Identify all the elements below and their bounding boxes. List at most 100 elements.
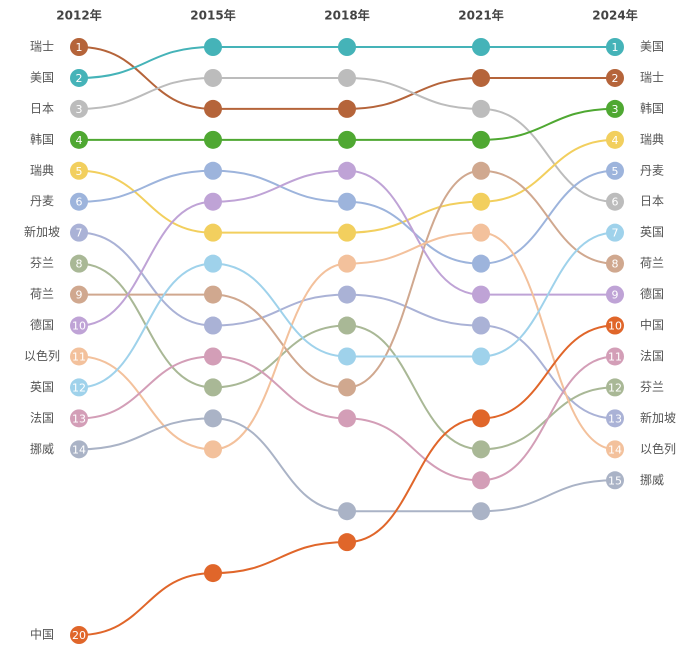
country-label-left: 荷兰 [30,287,54,301]
rank-dot [606,316,624,335]
rank-dot [70,316,88,335]
rank-number: 7 [612,227,619,240]
year-label: 2015年 [190,8,235,23]
rank-number: 8 [76,258,83,271]
rank-dot [204,347,222,366]
rank-dot [338,99,356,118]
country-label-right: 挪威 [640,473,664,487]
rank-number: 15 [608,474,622,487]
rank-dot [70,409,88,428]
rank-dot [70,378,88,397]
rank-dot [204,564,222,583]
country-label-left: 挪威 [30,442,54,456]
rank-dot [204,378,222,397]
country-label-left: 中国 [30,627,54,642]
rank-dot [338,130,356,149]
rank-number: 4 [612,134,619,147]
country-label-right: 丹麦 [640,163,664,177]
rank-dot [70,285,88,304]
rank-dot [472,502,490,521]
rank-dot [338,38,356,56]
rank-number: 10 [608,320,622,333]
rank-dot [204,161,222,180]
rank-number: 14 [608,443,622,456]
country-label-right: 荷兰 [640,256,664,270]
rank-number: 6 [612,196,619,209]
country-label-left: 丹麦 [30,194,54,208]
rank-dot [204,440,222,459]
rank-number: 4 [76,134,83,147]
rank-number: 13 [72,412,86,425]
year-label: 2012年 [56,8,101,23]
rank-number: 5 [612,165,619,178]
rank-dot [204,99,222,118]
rank-dot [70,347,88,366]
country-label-left: 芬兰 [30,256,54,270]
rank-dot [70,254,88,273]
rank-dot [70,38,88,56]
country-label-right: 瑞士 [640,70,664,84]
country-label-left: 德国 [30,317,54,332]
rank-line [78,138,616,234]
rank-number: 3 [76,103,83,116]
rank-number: 1 [612,41,619,54]
country-label-right: 新加坡 [640,410,676,425]
rank-dot [606,378,624,397]
rank-number: 14 [72,443,86,456]
rank-dot [472,99,490,118]
rank-number: 1 [76,41,83,54]
rank-dot [472,347,490,366]
rank-number: 8 [612,258,619,271]
country-label-right: 以色列 [640,442,676,456]
rank-line [78,324,616,636]
rank-dot [606,68,624,87]
rank-line [78,231,616,389]
rank-dot [338,347,356,366]
rank-number: 20 [72,629,86,642]
country-label-left: 美国 [30,70,54,84]
rank-dot [70,99,88,118]
country-label-left: 韩国 [30,131,54,146]
rank-number: 11 [608,350,622,363]
rank-dot [472,285,490,304]
rank-dot [338,68,356,87]
country-label-right: 美国 [640,40,664,54]
country-label-left: 瑞士 [30,40,54,54]
rank-dot [70,440,88,459]
rank-dot [472,38,490,56]
rank-line [78,76,616,203]
rank-dot [204,68,222,87]
country-label-left: 法国 [30,411,54,425]
rank-dot [338,409,356,428]
rank-dot [338,285,356,304]
rank-number: 9 [612,289,619,302]
country-label-left: 瑞典 [30,163,54,177]
rank-number: 13 [608,412,622,425]
rank-dot [204,285,222,304]
rank-dot [472,409,490,428]
country-label-left: 以色列 [24,349,60,363]
rank-dot [70,192,88,211]
rank-line [78,169,616,389]
rank-dot [606,99,624,118]
rank-number: 7 [76,227,83,240]
country-label-right: 日本 [640,194,664,208]
rank-dot [338,533,356,552]
rank-dot [70,626,88,644]
rank-dot [472,68,490,87]
rank-dot [338,378,356,397]
rank-dot [472,440,490,459]
rank-dot [606,161,624,180]
rank-dot [606,254,624,273]
rank-number: 2 [76,72,83,85]
rank-dot [606,440,624,459]
rank-number: 6 [76,196,83,209]
rank-dot [472,223,490,242]
rank-number: 10 [72,320,86,333]
rank-number: 5 [76,165,83,178]
rank-dot [606,192,624,211]
country-label-right: 英国 [640,225,664,239]
rank-dot [338,502,356,521]
rank-dot [472,161,490,180]
